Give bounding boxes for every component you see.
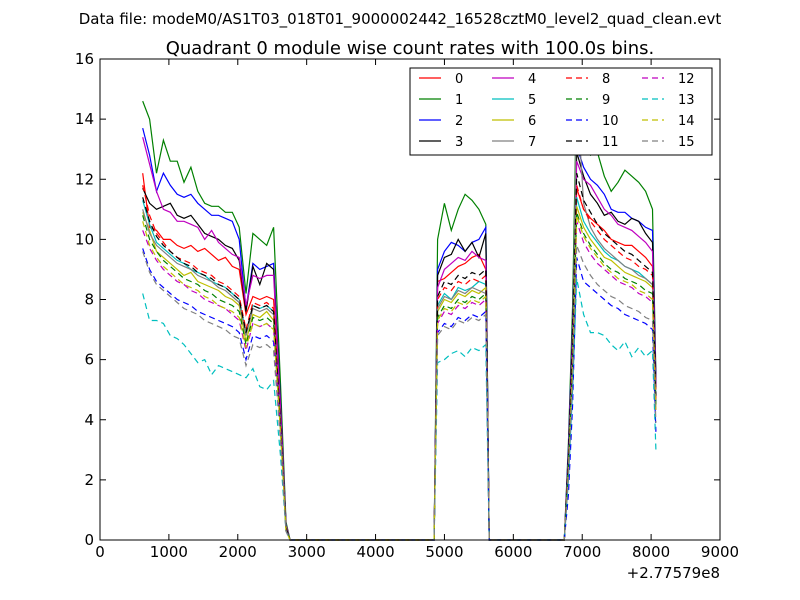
y-tick-label: 12 (75, 170, 94, 188)
legend-label-0: 0 (455, 72, 463, 87)
legend-label-1: 1 (455, 93, 463, 108)
x-tick-label: 2000 (219, 543, 257, 561)
x-tick-label: 5000 (425, 543, 463, 561)
legend-label-10: 10 (602, 114, 619, 129)
legend-label-2: 2 (455, 114, 463, 129)
legend-label-14: 14 (678, 114, 695, 129)
x-tick-label: 6000 (494, 543, 532, 561)
legend-label-12: 12 (678, 72, 695, 87)
y-tick-label: 6 (84, 351, 94, 369)
x-offset-label: +2.77579e8 (627, 564, 720, 582)
series-13-line (142, 278, 657, 541)
legend-label-7: 7 (528, 135, 536, 150)
series-12-line (142, 221, 657, 541)
y-tick-label: 2 (84, 471, 94, 489)
series-15-line (142, 245, 657, 541)
y-tick-label: 10 (75, 230, 94, 248)
series-8-line (142, 185, 657, 541)
x-tick-label: 8000 (632, 543, 670, 561)
y-tick-label: 4 (84, 411, 94, 429)
legend-label-3: 3 (455, 135, 463, 150)
legend-label-5: 5 (528, 93, 536, 108)
chart-suptitle: Data file: modeM0/AS1T03_018T01_90000024… (79, 10, 722, 29)
axis-ticks: 0 1000 2000 3000 4000 5000 6000 7000 8000 9000 0 2 4… (75, 50, 739, 561)
legend-label-11: 11 (602, 135, 619, 150)
x-tick-label: 0 (95, 543, 105, 561)
series-5-line (142, 197, 657, 541)
y-tick-label: 16 (75, 50, 94, 68)
series-7-line (142, 89, 657, 541)
legend-label-13: 13 (678, 93, 695, 108)
series-layer (142, 83, 657, 541)
x-tick-label: 1000 (150, 543, 188, 561)
series-6-line (142, 206, 657, 541)
legend-label-9: 9 (602, 93, 610, 108)
x-tick-label: 4000 (356, 543, 394, 561)
legend-frame (409, 67, 713, 156)
x-tick-label: 3000 (288, 543, 326, 561)
series-14-line (142, 215, 657, 541)
x-tick-label: 7000 (563, 543, 601, 561)
x-tick-label: 9000 (701, 543, 739, 561)
y-tick-label: 14 (75, 110, 94, 128)
legend-label-8: 8 (602, 72, 610, 87)
series-2-line (142, 127, 657, 541)
legend-label-6: 6 (528, 114, 536, 129)
series-3-line (142, 152, 657, 541)
chart-title: Quadrant 0 module wise count rates with … (166, 38, 655, 59)
legend-label-15: 15 (678, 135, 695, 150)
series-1-line (142, 83, 657, 541)
series-9-line (142, 212, 657, 541)
series-4-line (142, 137, 657, 541)
y-tick-label: 0 (84, 531, 94, 549)
legend-label-4: 4 (528, 72, 536, 87)
y-tick-label: 8 (84, 291, 94, 309)
